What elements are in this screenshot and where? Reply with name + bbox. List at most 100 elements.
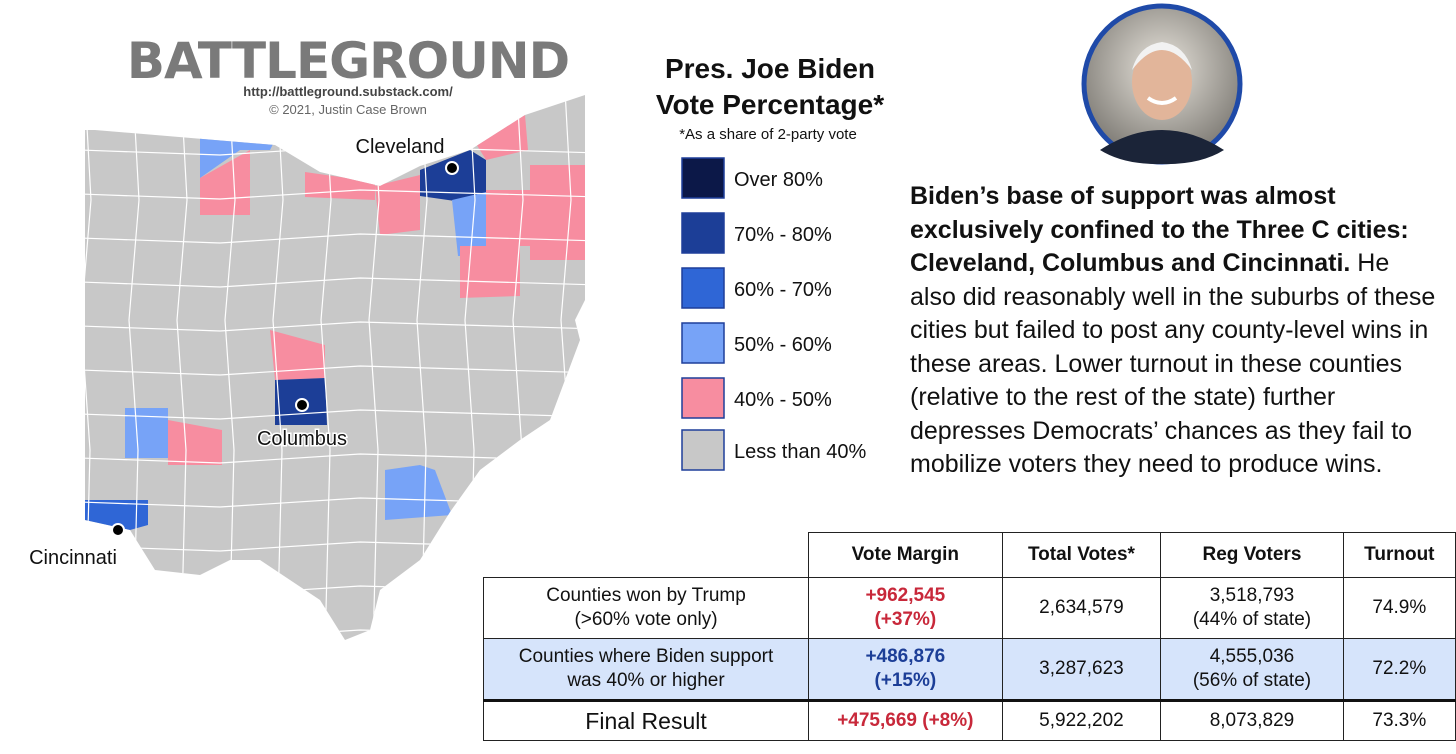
table-cell: Counties where Biden support was 40% or h… (482, 638, 810, 701)
cell-line: (56% of state) (1192, 670, 1312, 691)
results-table: Vote Margin Total Votes* Reg Voters Turnout… (482, 532, 1456, 741)
county-border (224, 95, 236, 640)
legend-title: Pres. Joe Biden (665, 53, 875, 84)
cell-line: 5,922,202 (1039, 710, 1124, 731)
column-header: Vote Margin (808, 532, 1003, 578)
brand-title: BATTLEGROUND (127, 32, 569, 90)
county-cuyahoga (420, 150, 486, 202)
table-cell: Final Result (482, 699, 810, 741)
commentary-bold: Biden’s base of support was almost exclu… (910, 182, 1409, 277)
portrait-hair (1132, 42, 1192, 70)
cell-line: Counties won by Trump (546, 585, 746, 606)
portrait-smile (1146, 96, 1178, 105)
county-greene (168, 420, 222, 465)
cell-line: (44% of state) (1192, 609, 1312, 630)
county-erie (305, 172, 375, 200)
city-dot (445, 161, 459, 175)
legend-swatch (681, 157, 725, 199)
commentary-text: He also did reasonably well in the subur… (910, 249, 1436, 478)
table-cell: Counties won by Trump (>60% vote only) (482, 577, 810, 639)
table-cell: 72.2% (1342, 638, 1456, 701)
city-dot (295, 398, 309, 412)
county-border (85, 321, 585, 332)
table-cell: +962,545 (+37%) (808, 577, 1003, 639)
legend-swatch (681, 212, 725, 254)
table-cell: 3,518,793 (44% of state) (1160, 577, 1344, 639)
county-border (272, 95, 284, 640)
commentary: Biden’s base of support was almost exclu… (910, 180, 1440, 482)
cell-line: 4,555,036 (1209, 646, 1295, 667)
legend-note: *As a share of 2-party vote (679, 126, 857, 143)
table-cell: 8,073,829 (1160, 699, 1344, 741)
cell-line: 74.9% (1372, 597, 1427, 618)
legend-label: 70% - 80% (734, 224, 832, 246)
column-header: Total Votes* (1001, 532, 1162, 578)
table-row: Counties where Biden support was 40% or h… (482, 638, 1456, 701)
cell-line: 8,073,829 (1209, 710, 1295, 731)
legend-label: Less than 40% (734, 441, 867, 463)
county-border (85, 95, 92, 640)
cell-line: 72.2% (1372, 658, 1427, 679)
cell-line: was 40% or higher (567, 670, 725, 691)
cell-line: +962,545 (865, 585, 946, 606)
table-cell: 5,922,202 (1001, 699, 1162, 741)
table-cell: 2,634,579 (1001, 577, 1162, 639)
county-summit (452, 192, 486, 256)
county-portage (486, 190, 530, 246)
legend-swatch (681, 429, 725, 471)
county-lake (475, 115, 528, 160)
city-label: Cincinnati (29, 547, 117, 569)
cell-line: +475,669 (+8%) (837, 710, 974, 731)
legend-swatch (681, 377, 725, 419)
city-label: Columbus (257, 428, 347, 450)
legend-swatch (681, 322, 725, 364)
legend-swatch (681, 267, 725, 309)
header-row: Vote Margin Total Votes* Reg Voters Turnout (484, 532, 1456, 578)
legend-title: Vote Percentage* (656, 89, 884, 120)
header-blank (484, 533, 809, 578)
portrait-suit (1100, 130, 1224, 165)
cell-line: +486,876 (865, 646, 946, 667)
city-label: Cleveland (356, 136, 445, 158)
cell-line: 2,634,579 (1039, 597, 1124, 618)
county-athens (385, 465, 452, 520)
county-border (176, 95, 188, 640)
cell-line: (+15%) (874, 670, 937, 691)
cell-line: Counties where Biden support (518, 646, 774, 667)
counties (85, 95, 585, 640)
legend: Pres. Joe Biden Vote Percentage* *As a s… (656, 53, 884, 471)
column-header: Turnout (1342, 532, 1456, 578)
county-border (85, 365, 585, 376)
county-border (85, 233, 585, 244)
table-cell: +486,876 (+15%) (808, 638, 1003, 701)
table-cell: 74.9% (1342, 577, 1456, 639)
county-border (128, 95, 140, 640)
table-cell: +475,669 (+8%) (808, 699, 1003, 741)
ohio-map: Cleveland Columbus Cincinnati (29, 95, 585, 640)
county-border (85, 189, 585, 200)
county-delaware (270, 330, 325, 380)
cell-line: 3,287,623 (1039, 658, 1124, 679)
legend-label: Over 80% (734, 169, 823, 191)
cell-line: Final Result (585, 708, 707, 734)
legend-label: 40% - 50% (734, 389, 832, 411)
county-border (85, 277, 585, 288)
cell-line: (>60% vote only) (574, 609, 718, 630)
cell-line: 3,518,793 (1209, 585, 1295, 606)
county-mahoning (530, 225, 585, 260)
table-cell: 4,555,036 (56% of state) (1160, 638, 1344, 701)
table-row: Final Result +475,669 (+8%) 5,922,202 8,073… (482, 699, 1456, 741)
brand-url[interactable]: http://battleground.substack.com/ (243, 84, 453, 99)
column-header: Reg Voters (1160, 532, 1344, 578)
county-hamilton (85, 500, 148, 530)
county-trumbull (530, 165, 585, 225)
county-lorain (375, 175, 420, 235)
brand-copyright: © 2021, Justin Case Brown (269, 102, 427, 117)
portrait-face (1132, 44, 1192, 120)
cell-line: (+37%) (874, 609, 937, 630)
table-cell: 73.3% (1342, 699, 1456, 741)
county-border (85, 409, 585, 420)
table-cell: 3,287,623 (1001, 638, 1162, 701)
